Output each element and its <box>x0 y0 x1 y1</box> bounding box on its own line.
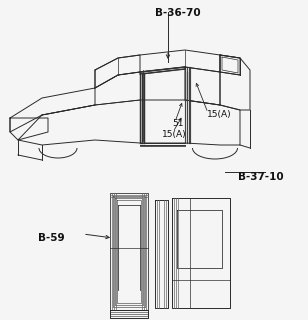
Text: B-37-10: B-37-10 <box>238 172 284 182</box>
Text: 15(A): 15(A) <box>207 110 232 119</box>
Text: 51: 51 <box>172 119 184 128</box>
Text: B-36-70: B-36-70 <box>155 8 201 18</box>
Text: B-59: B-59 <box>38 233 65 243</box>
Text: 15(A): 15(A) <box>162 130 187 139</box>
